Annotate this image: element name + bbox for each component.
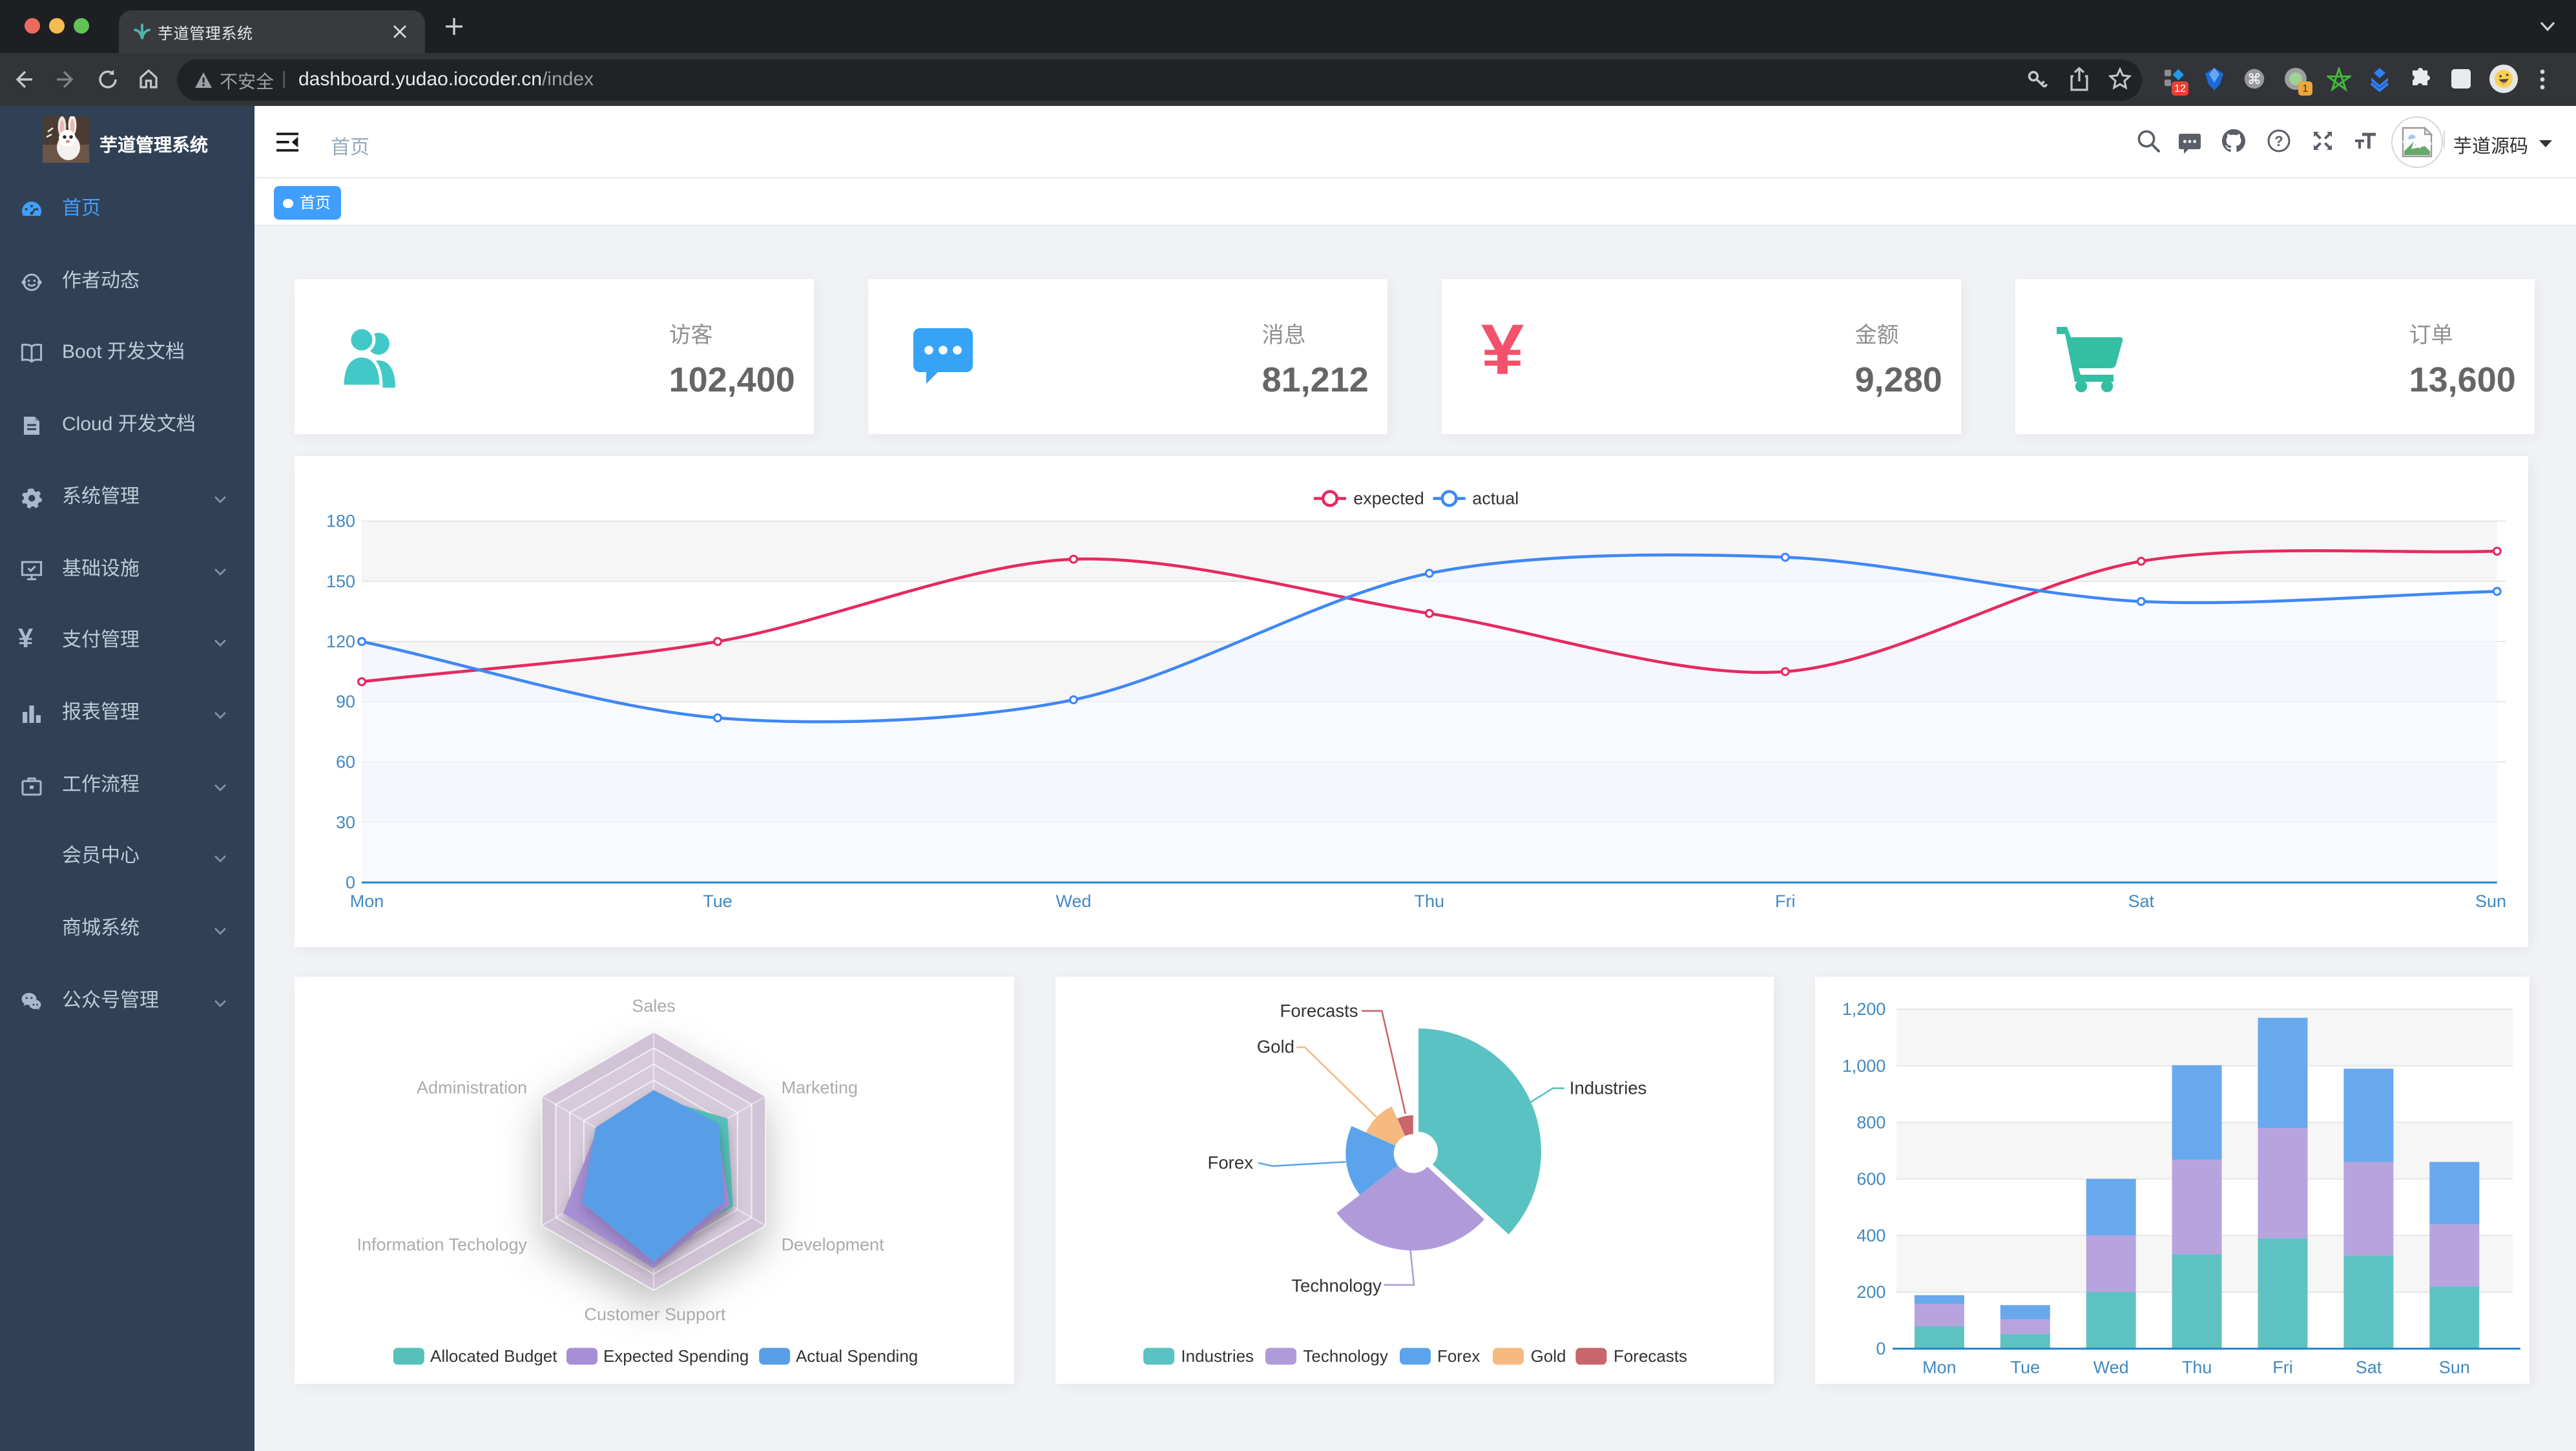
svg-text:60: 60: [336, 753, 355, 772]
svg-text:Administration: Administration: [417, 1078, 528, 1097]
svg-text:Mon: Mon: [350, 892, 384, 911]
svg-text:⌘: ⌘: [2247, 71, 2261, 87]
svg-text:30: 30: [336, 813, 355, 832]
svg-text:Technology: Technology: [1291, 1275, 1381, 1295]
svg-text:Gold: Gold: [1256, 1036, 1294, 1056]
svg-text:?: ?: [2274, 133, 2283, 149]
svg-text:Allocated Budget: Allocated Budget: [431, 1346, 558, 1365]
svg-text:Actual Spending: Actual Spending: [796, 1346, 919, 1365]
svg-text:Thu: Thu: [2181, 1357, 2212, 1377]
svg-text:800: 800: [1856, 1112, 1885, 1132]
svg-text:Sales: Sales: [632, 996, 676, 1016]
svg-text:400: 400: [1856, 1226, 1885, 1245]
svg-text:Wed: Wed: [1055, 892, 1091, 911]
svg-text:Marketing: Marketing: [782, 1078, 858, 1097]
svg-text:90: 90: [336, 692, 355, 711]
svg-text:Development: Development: [782, 1235, 884, 1254]
svg-text:Forecasts: Forecasts: [1613, 1346, 1687, 1365]
svg-text:Technology: Technology: [1302, 1346, 1387, 1365]
svg-text:200: 200: [1856, 1282, 1885, 1302]
svg-text:Wed: Wed: [2093, 1357, 2128, 1377]
svg-text:Forex: Forex: [1437, 1346, 1479, 1365]
svg-text:Gold: Gold: [1530, 1346, 1566, 1365]
svg-text:Forecasts: Forecasts: [1280, 1001, 1358, 1021]
svg-text:600: 600: [1856, 1169, 1885, 1188]
svg-text:120: 120: [326, 632, 355, 651]
svg-text:Thu: Thu: [1415, 892, 1445, 911]
svg-text:Tue: Tue: [2010, 1357, 2040, 1377]
svg-text:expected: expected: [1353, 489, 1424, 508]
svg-text:1,000: 1,000: [1842, 1056, 1885, 1075]
svg-text:1,200: 1,200: [1842, 999, 1885, 1019]
svg-text:180: 180: [326, 512, 355, 531]
svg-text:Forex: Forex: [1207, 1152, 1252, 1172]
svg-text:0: 0: [346, 873, 355, 892]
svg-text:Sat: Sat: [2355, 1357, 2382, 1377]
svg-text:0: 0: [1876, 1339, 1885, 1358]
svg-text:actual: actual: [1472, 489, 1519, 508]
svg-text:Fri: Fri: [2272, 1357, 2292, 1377]
svg-text:Tue: Tue: [703, 892, 732, 911]
svg-text:Fri: Fri: [1775, 892, 1795, 911]
svg-text:Industries: Industries: [1569, 1078, 1646, 1098]
svg-text:Information Techology: Information Techology: [357, 1235, 528, 1254]
svg-text:Sun: Sun: [2438, 1357, 2469, 1377]
svg-text:Sat: Sat: [2128, 892, 2155, 911]
svg-text:Customer Support: Customer Support: [585, 1304, 726, 1324]
svg-text:150: 150: [326, 572, 355, 591]
svg-text:Mon: Mon: [1922, 1357, 1957, 1377]
svg-text:Industries: Industries: [1180, 1346, 1253, 1365]
svg-text:Expected Spending: Expected Spending: [604, 1346, 749, 1365]
svg-text:Sun: Sun: [2475, 892, 2506, 911]
